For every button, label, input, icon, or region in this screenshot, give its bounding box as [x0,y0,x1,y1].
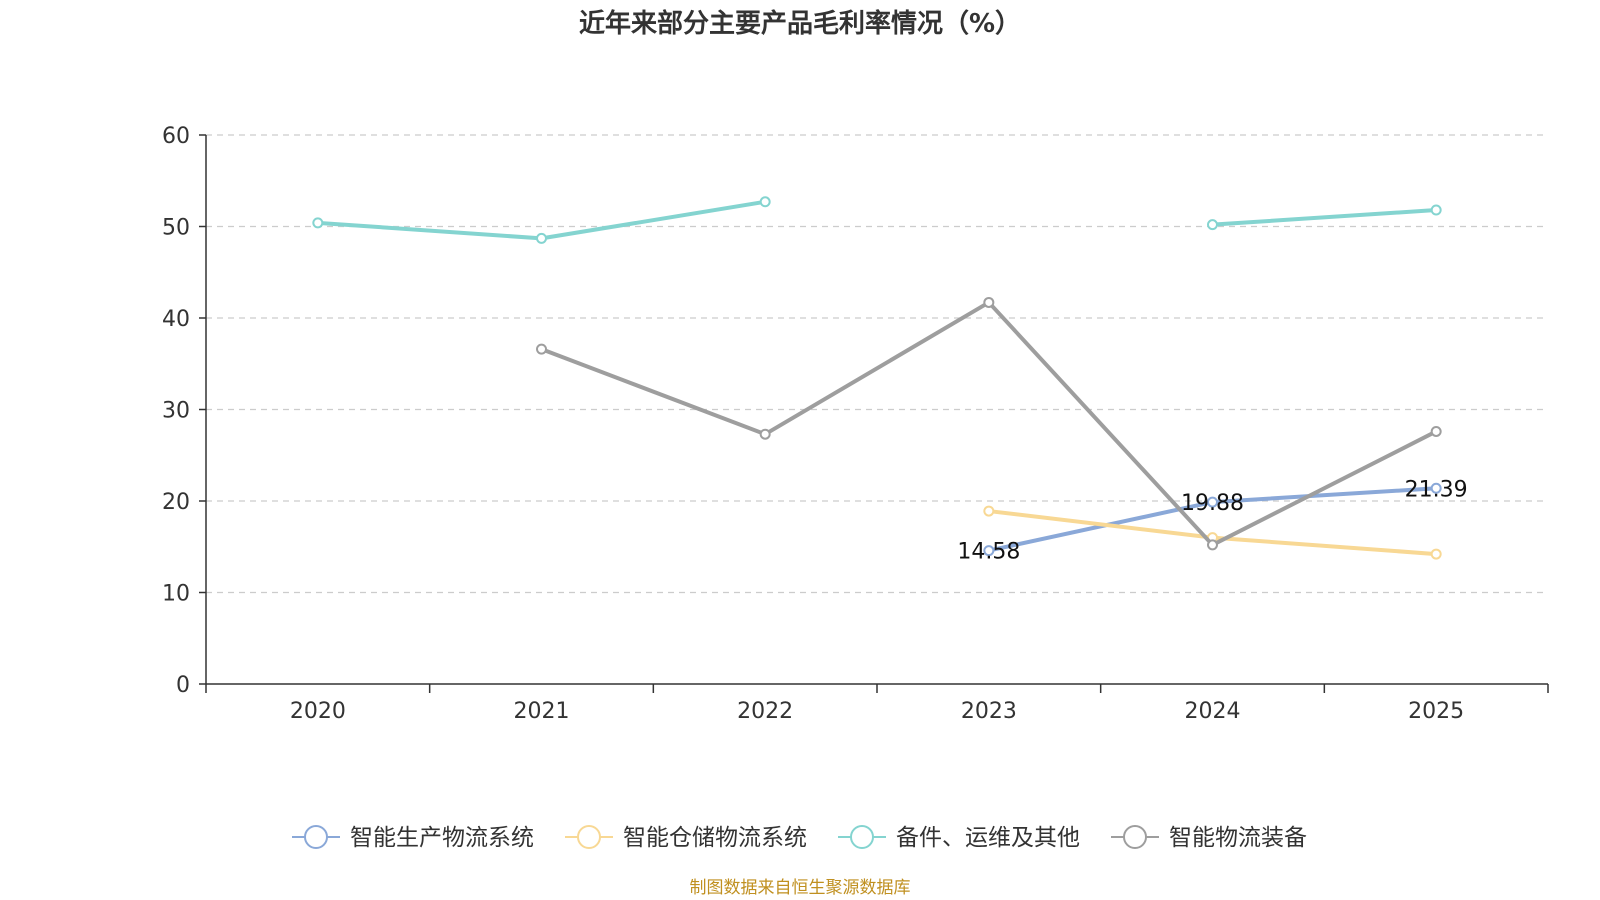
legend-marker [850,825,874,849]
series-2 [312,196,1442,244]
data-point [983,505,995,517]
legend-label: 智能物流装备 [1169,825,1307,851]
legend-item-2: 备件、运维及其他 [838,825,1080,851]
legend-label: 备件、运维及其他 [896,825,1080,851]
series-1 [983,505,1442,560]
x-tick-label: 2022 [737,699,793,724]
data-label: 14.58 [957,540,1020,565]
data-point [1430,482,1442,494]
data-point [983,296,995,308]
grid-lines [206,134,1548,594]
x-tick-label: 2023 [961,699,1017,724]
data-point [759,428,771,440]
data-point [1207,496,1218,508]
legend-label: 智能仓储物流系统 [623,825,807,851]
data-point [1207,539,1218,551]
x-tick-label: 2025 [1408,699,1464,724]
y-tick-label: 40 [162,307,190,332]
series-3 [536,296,1442,551]
data-point [1207,219,1218,231]
data-label: 19.88 [1181,491,1244,516]
y-tick-label: 60 [162,124,190,149]
chart-title: 近年来部分主要产品毛利率情况（%） [579,8,1021,39]
series-line [1210,208,1439,227]
data-point [536,232,547,244]
y-tick-label: 0 [176,673,190,698]
data-point [983,545,995,557]
data-point [536,343,547,355]
data-point [312,217,324,229]
data-point [1430,548,1442,560]
legend-marker [1123,825,1147,849]
legend-item-0: 智能生产物流系统 [292,825,534,851]
data-labels: 14.58 19.88 21.39 [957,477,1467,564]
x-tick-label: 2021 [514,699,570,724]
legend-label: 智能生产物流系统 [350,825,534,851]
x-tick-label: 2024 [1185,699,1241,724]
data-point [1430,204,1442,216]
source-note: 制图数据来自恒生聚源数据库 [690,878,911,898]
legend: 智能生产物流系统 智能仓储物流系统 备件、运维及其他 智能物流装备 [292,825,1307,851]
data-label: 21.39 [1405,477,1468,502]
data-point [1430,425,1442,437]
y-tick-label: 30 [162,399,190,424]
axes: 0 10 20 30 40 50 60 2020 2021 2022 2023 2024 2025 [162,124,1549,724]
legend-item-1: 智能仓储物流系统 [565,825,807,851]
x-tick-label: 2020 [290,699,346,724]
y-tick-label: 50 [162,216,190,241]
series-group [312,196,1442,560]
legend-marker [304,825,328,849]
series-0 [983,482,1442,557]
y-tick-label: 20 [162,490,190,515]
legend-marker [577,825,601,849]
y-tick-label: 10 [162,582,190,607]
data-point [759,196,771,208]
legend-item-3: 智能物流装备 [1111,825,1307,851]
